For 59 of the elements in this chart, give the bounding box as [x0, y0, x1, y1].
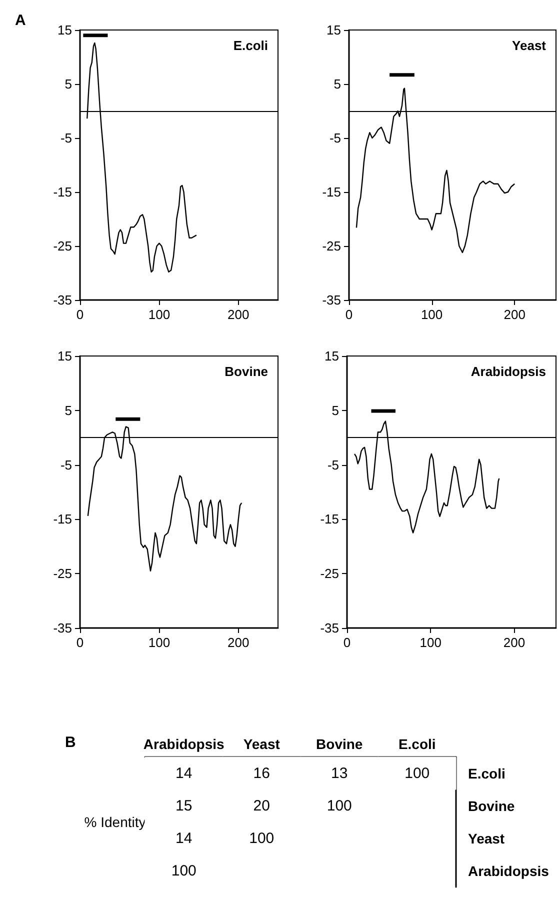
x-tick-label: 0 — [343, 635, 351, 650]
y-tick-label: 15 — [58, 22, 72, 38]
x-tick-label: 0 — [76, 307, 84, 322]
x-tick-label: 0 — [345, 307, 353, 322]
y-tick-label: -5 — [329, 130, 341, 146]
x-tick-label: 100 — [148, 307, 170, 322]
x-tick-label: 200 — [504, 307, 526, 322]
x-tick-label: 200 — [228, 307, 250, 322]
y-tick-label: -15 — [322, 184, 341, 200]
y-tick-label: -25 — [53, 566, 72, 582]
y-tick-label: Arabidopsis — [468, 862, 550, 879]
data-label: 100 — [249, 830, 274, 847]
x-tick-label: 100 — [148, 635, 170, 650]
y-tick-label: E.coli — [468, 765, 506, 782]
y-tick-label: -35 — [322, 292, 341, 308]
x-tick-label: 200 — [503, 635, 526, 650]
y-tick-label: Yeast — [468, 830, 505, 846]
data-label: 100 — [326, 797, 352, 814]
y-tick-label: 15 — [324, 348, 339, 364]
x-tick-label: 0 — [76, 635, 84, 650]
data-label: 14 — [176, 764, 192, 782]
y-tick-label: -5 — [60, 130, 72, 146]
chart-title: B — [65, 734, 76, 751]
data-label: 100 — [171, 862, 196, 880]
y-tick-label: -35 — [53, 620, 72, 636]
data-label: 100 — [404, 764, 430, 782]
y-tick-label: 5 — [334, 76, 341, 92]
y-tick-label: 15 — [58, 348, 72, 364]
y-tick-label: -5 — [60, 457, 72, 472]
data-label: 16 — [253, 764, 270, 782]
y-tick-label: -25 — [320, 566, 339, 582]
data-label: 20 — [253, 797, 270, 814]
y-tick-label: -15 — [320, 512, 339, 527]
y-axis-title: % Identity — [84, 814, 146, 830]
data-label: 14 — [176, 830, 192, 847]
y-tick-label: 15 — [326, 22, 341, 38]
x-tick-label: 100 — [420, 307, 443, 322]
x-tick-label: 100 — [420, 635, 442, 650]
x-tick-label: Arabidopsis — [143, 736, 225, 752]
annotation: E.coli — [233, 38, 268, 53]
y-tick-label: -35 — [320, 620, 339, 636]
y-tick-label: -25 — [53, 238, 72, 254]
y-tick-label: 5 — [64, 76, 72, 92]
y-tick-label: 5 — [332, 402, 339, 418]
y-tick-label: -15 — [53, 512, 72, 527]
y-tick-label: -5 — [327, 457, 339, 472]
data-label: 15 — [176, 797, 192, 814]
data-label: 13 — [331, 764, 348, 782]
x-tick-label: E.coli — [398, 736, 436, 752]
chart-title: A — [15, 12, 26, 29]
annotation: Yeast — [512, 38, 547, 53]
y-tick-label: -15 — [53, 184, 72, 200]
y-tick-label: Bovine — [468, 798, 515, 814]
y-tick-label: -35 — [53, 292, 72, 308]
x-tick-label: 200 — [228, 635, 250, 650]
annotation: Bovine — [224, 364, 268, 379]
y-tick-label: 5 — [64, 402, 72, 418]
y-tick-label: -25 — [322, 238, 341, 254]
x-tick-label: Yeast — [243, 736, 280, 752]
